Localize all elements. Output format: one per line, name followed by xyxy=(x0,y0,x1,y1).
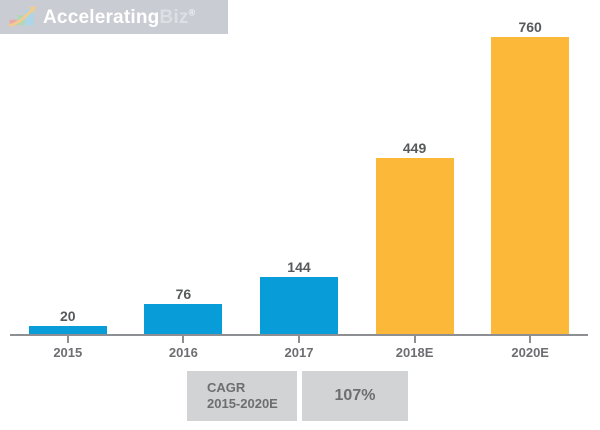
logo-text-biz: Biz xyxy=(159,6,189,28)
bar-2017 xyxy=(259,277,338,334)
bar-value-label: 449 xyxy=(402,140,427,156)
x-axis-label-2020e: 2020E xyxy=(511,345,549,360)
bar-2018e xyxy=(375,158,454,334)
x-axis-cell: 2017 xyxy=(241,336,357,359)
cagr-value-cell: 107% xyxy=(302,371,408,421)
x-axis: 2015 2016 2017 2018E 2020E xyxy=(10,336,588,359)
cagr-label-cell: CAGR 2015-2020E xyxy=(187,371,297,421)
x-axis-cell: 2015 xyxy=(10,336,126,359)
bar-column-2017: 144 xyxy=(241,20,357,334)
x-axis-cell: 2018E xyxy=(357,336,473,359)
x-axis-label-2018e: 2018E xyxy=(395,345,434,360)
bar-chart: 20 76 144 449 760 2015 xyxy=(10,20,588,359)
cagr-label-line2: 2015-2020E xyxy=(207,396,278,411)
plot-area: 20 76 144 449 760 xyxy=(10,20,588,336)
logo-text-accelerating: Accelerating xyxy=(43,6,160,28)
cagr-divider xyxy=(297,371,302,421)
bar-2016 xyxy=(144,304,223,334)
x-axis-cell: 2016 xyxy=(126,336,242,359)
bar-column-2016: 76 xyxy=(126,20,242,334)
logo-wordmark: AcceleratingBiz® xyxy=(43,8,195,27)
x-axis-label-2017: 2017 xyxy=(284,345,314,360)
registered-trademark-symbol: ® xyxy=(188,7,196,18)
cagr-callout: CAGR 2015-2020E 107% xyxy=(187,371,408,421)
acceleratingbiz-logo: AcceleratingBiz® xyxy=(0,0,228,34)
rising-steps-arrow-icon xyxy=(8,5,36,27)
bar-value-label: 76 xyxy=(175,286,192,302)
bar-column-2015: 20 xyxy=(10,20,126,334)
bar-value-label: 144 xyxy=(287,259,311,275)
axis-tick xyxy=(413,336,416,343)
axis-tick xyxy=(297,336,300,343)
bar-value-label: 20 xyxy=(60,308,76,324)
bar-2020e xyxy=(491,37,570,334)
axis-tick xyxy=(529,336,532,343)
x-axis-label-2015: 2015 xyxy=(53,345,83,360)
bar-column-2018e: 449 xyxy=(357,20,473,334)
x-axis-label-2016: 2016 xyxy=(168,345,198,360)
bar-2015 xyxy=(28,326,107,334)
bar-column-2020e: 760 xyxy=(472,20,588,334)
x-axis-cell: 2020E xyxy=(472,336,588,359)
bar-value-label: 760 xyxy=(518,19,542,35)
axis-tick xyxy=(66,336,69,343)
cagr-label-line1: CAGR xyxy=(207,379,246,395)
axis-tick xyxy=(182,336,185,343)
